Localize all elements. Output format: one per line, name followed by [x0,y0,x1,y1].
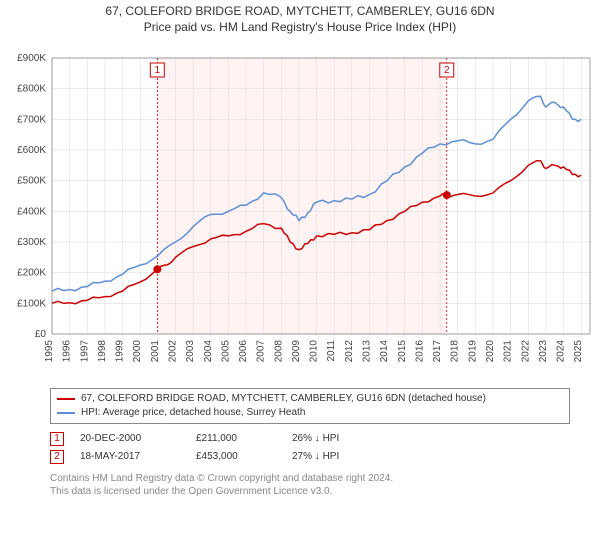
svg-text:£400K: £400K [17,206,46,217]
svg-text:£900K: £900K [17,53,46,64]
svg-text:2025: 2025 [573,340,584,363]
svg-text:2017: 2017 [432,340,443,363]
sale-dot [153,265,161,273]
chart-title: 67, COLEFORD BRIDGE ROAD, MYTCHETT, CAMB… [0,4,600,18]
sale-relative: 27% ↓ HPI [292,448,392,466]
legend-label: 67, COLEFORD BRIDGE ROAD, MYTCHETT, CAMB… [81,392,486,406]
svg-text:2021: 2021 [503,340,514,363]
svg-text:£300K: £300K [17,237,46,248]
svg-text:2006: 2006 [238,340,249,363]
svg-text:2015: 2015 [397,340,408,363]
svg-text:2009: 2009 [291,340,302,363]
svg-text:1: 1 [155,65,161,76]
svg-text:2014: 2014 [379,340,390,363]
legend-swatch [57,398,75,400]
svg-text:2013: 2013 [362,340,373,363]
footnote: Contains HM Land Registry data © Crown c… [50,472,570,498]
chart-area: £0 £100K £200K £300K £400K £500K £600K £700K £80… [0,34,600,384]
svg-text:2005: 2005 [220,340,231,363]
svg-text:£600K: £600K [17,145,46,156]
legend-row: HPI: Average price, detached house, Surr… [57,406,563,420]
svg-text:2020: 2020 [485,340,496,363]
sale-row: 2 18-MAY-2017 £453,000 27% ↓ HPI [50,448,570,466]
svg-text:£200K: £200K [17,268,46,279]
svg-text:2003: 2003 [185,340,196,363]
svg-text:£0: £0 [35,329,47,340]
svg-text:2004: 2004 [203,340,214,363]
footnote-line: This data is licensed under the Open Gov… [50,485,570,498]
sale-date: 18-MAY-2017 [80,448,180,466]
svg-text:2016: 2016 [414,340,425,363]
sale-price: £211,000 [196,430,276,448]
sale-badge: 1 [50,432,64,446]
svg-text:2008: 2008 [273,340,284,363]
sale-price: £453,000 [196,448,276,466]
svg-text:2022: 2022 [520,340,531,363]
svg-text:2000: 2000 [132,340,143,363]
chart-subtitle: Price paid vs. HM Land Registry's House … [0,20,600,34]
legend-label: HPI: Average price, detached house, Surr… [81,406,305,420]
legend: 67, COLEFORD BRIDGE ROAD, MYTCHETT, CAMB… [50,388,570,424]
sale-dot [443,191,451,199]
sale-badge: 2 [50,450,64,464]
svg-text:2007: 2007 [256,340,267,363]
sale-date: 20-DEC-2000 [80,430,180,448]
svg-text:2: 2 [444,65,450,76]
svg-text:2023: 2023 [538,340,549,363]
svg-text:1999: 1999 [115,340,126,363]
svg-text:2002: 2002 [167,340,178,363]
legend-swatch [57,412,75,414]
sale-relative: 26% ↓ HPI [292,430,392,448]
svg-text:1996: 1996 [62,340,73,363]
sales-table: 1 20-DEC-2000 £211,000 26% ↓ HPI 2 18-MAY-201… [50,430,570,466]
svg-text:1998: 1998 [97,340,108,363]
sale-row: 1 20-DEC-2000 £211,000 26% ↓ HPI [50,430,570,448]
svg-text:2012: 2012 [344,340,355,363]
svg-text:£500K: £500K [17,176,46,187]
svg-text:£700K: £700K [17,114,46,125]
svg-text:2019: 2019 [467,340,478,363]
svg-text:2018: 2018 [450,340,461,363]
svg-text:2010: 2010 [309,340,320,363]
svg-text:2024: 2024 [556,340,567,363]
svg-text:1997: 1997 [79,340,90,363]
line-chart: £0 £100K £200K £300K £400K £500K £600K £700K £80… [0,34,600,384]
svg-text:2011: 2011 [326,340,337,362]
svg-text:2001: 2001 [150,340,161,363]
svg-text:£100K: £100K [17,298,46,309]
svg-text:1995: 1995 [44,340,55,363]
legend-row: 67, COLEFORD BRIDGE ROAD, MYTCHETT, CAMB… [57,392,563,406]
svg-text:£800K: £800K [17,84,46,95]
footnote-line: Contains HM Land Registry data © Crown c… [50,472,570,485]
